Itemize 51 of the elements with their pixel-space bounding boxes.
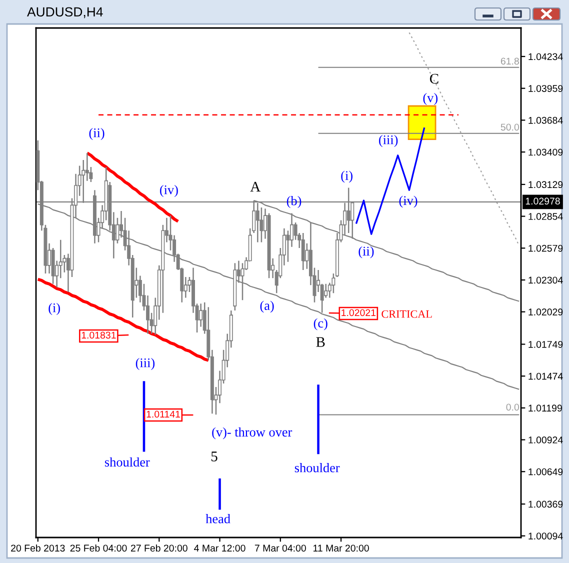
annotation: (a): [260, 300, 274, 313]
y-tick-label: 1.02854: [528, 213, 563, 220]
y-tick-label: 1.01474: [528, 372, 563, 380]
annotation: A: [250, 182, 261, 192]
annotation: (ii): [358, 246, 374, 258]
annotation: shoulder: [104, 457, 150, 467]
annotation: (iii): [379, 135, 398, 147]
x-tick-label: 27 Feb 20:00: [130, 544, 188, 552]
annotation: head: [206, 514, 230, 524]
y-tick-label: 1.00649: [528, 468, 563, 476]
y-tick-label: 1.02029: [528, 308, 563, 316]
x-tick-label: 4 Mar 12:00: [194, 544, 246, 552]
annotation: B: [316, 337, 325, 347]
annotation: (v)- throw over: [212, 427, 292, 440]
y-tick-label: 1.03959: [528, 85, 563, 92]
annotation: 1.01141: [146, 410, 180, 418]
x-tick-label: 7 Mar 04:00: [254, 544, 306, 552]
annotation: 50.0: [500, 124, 520, 131]
annotation: shoulder: [294, 463, 340, 472]
ref-line-label: 1.02978: [526, 198, 560, 205]
x-tick-label: 20 Feb 2013: [11, 544, 65, 552]
annotation: (c): [314, 318, 328, 330]
y-tick-label: 1.01199: [528, 404, 562, 412]
annotation: (ii): [89, 128, 104, 140]
y-tick-label: 1.03129: [528, 181, 563, 188]
y-tick-label: 1.02579: [528, 244, 563, 252]
annotation: (iv): [399, 196, 418, 208]
annotation: 5: [211, 452, 218, 462]
annotation: (i): [341, 170, 352, 183]
x-tick-label: 11 Mar 20:00: [313, 544, 369, 552]
annotation: CRITICAL: [382, 310, 432, 318]
y-tick-label: 1.00369: [528, 500, 563, 508]
y-tick-label: 1.03684: [528, 116, 563, 124]
annotation: 1.02021: [342, 309, 376, 316]
annotation: (i): [48, 303, 60, 315]
annotation: 0.0: [506, 404, 520, 411]
y-tick-label: 1.04234: [528, 53, 563, 60]
annotation: C: [430, 74, 438, 84]
annotation: 1.01831: [82, 332, 116, 339]
x-tick-label: 25 Feb 04:00: [70, 544, 127, 552]
y-tick-label: 1.03409: [528, 148, 563, 156]
y-tick-label: 1.02304: [528, 276, 563, 284]
annotation: (iv): [160, 185, 178, 197]
annotation: (b): [286, 196, 302, 208]
y-tick-label: 1.00924: [528, 436, 563, 444]
annotation: 61.8: [500, 58, 519, 65]
chart-title: AUDUSD,H4: [27, 7, 103, 18]
annotation: (iii): [136, 358, 155, 370]
annotation: (v): [423, 93, 438, 105]
y-tick-label: 1.01749: [528, 340, 563, 348]
y-tick-label: 1.00094: [528, 532, 563, 540]
